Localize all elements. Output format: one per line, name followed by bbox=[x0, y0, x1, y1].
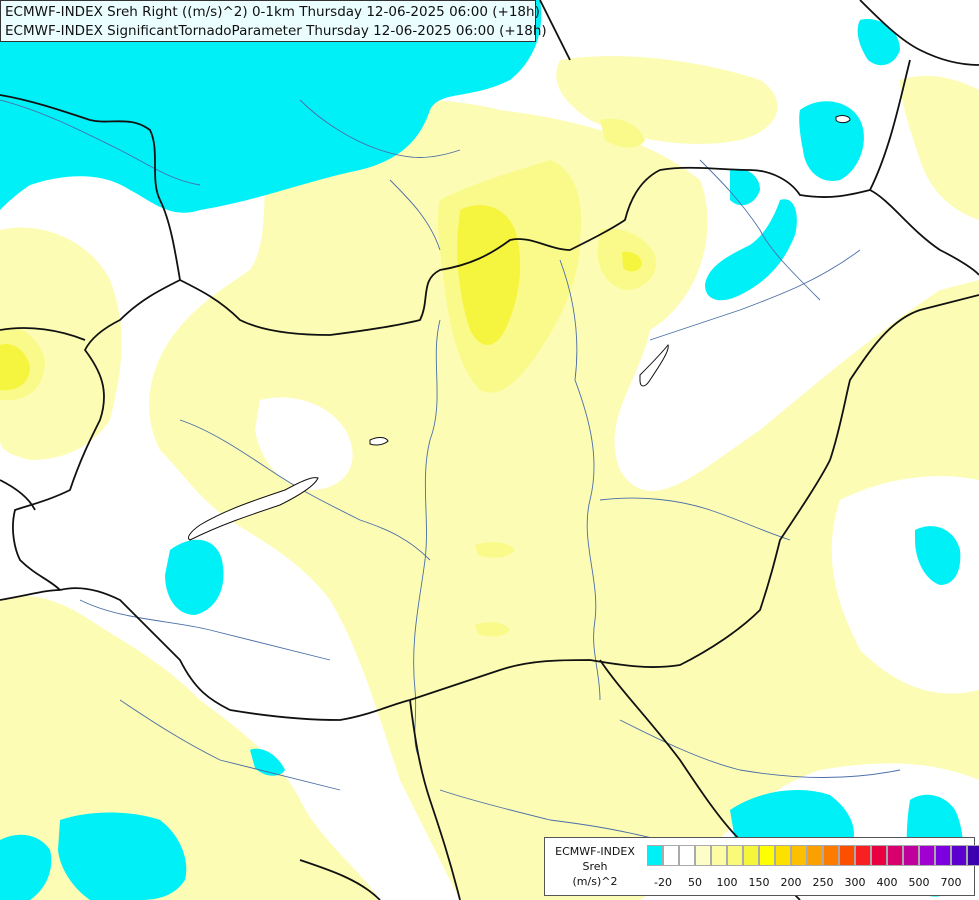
legend-swatch bbox=[711, 845, 727, 866]
legend-tick-label: 150 bbox=[748, 876, 770, 889]
legend-swatch bbox=[743, 845, 759, 866]
color-legend: ECMWF-INDEX Sreh (m/s)^2 -20 50 100 150 200 2… bbox=[544, 837, 979, 896]
legend-tick-label: -20 bbox=[654, 876, 672, 889]
legend-swatch bbox=[839, 845, 855, 866]
legend-swatch bbox=[887, 845, 903, 866]
legend-swatch bbox=[823, 845, 839, 866]
legend-tick-label: 500 bbox=[908, 876, 930, 889]
lakes bbox=[187, 115, 851, 541]
legend-swatch bbox=[967, 845, 979, 866]
title-line-sreh: ECMWF-INDEX Sreh Right ((m/s)^2) 0-1km T… bbox=[5, 4, 540, 20]
legend-swatches bbox=[647, 845, 979, 866]
legend-swatch bbox=[935, 845, 951, 866]
legend-swatch bbox=[695, 845, 711, 866]
sreh-field-strong-yellow bbox=[0, 205, 642, 391]
legend-tick-label: 400 bbox=[876, 876, 898, 889]
legend-swatch bbox=[775, 845, 791, 866]
legend-swatch bbox=[903, 845, 919, 866]
sreh-field-light-yellow bbox=[0, 56, 979, 900]
legend-swatch bbox=[871, 845, 887, 866]
legend-tick-label: 300 bbox=[844, 876, 866, 889]
legend-tick-label: 50 bbox=[688, 876, 702, 889]
map-title-box: ECMWF-INDEX Sreh Right ((m/s)^2) 0-1km T… bbox=[0, 0, 547, 42]
title-line-stp: ECMWF-INDEX SignificantTornadoParameter … bbox=[5, 23, 547, 39]
legend-swatch bbox=[791, 845, 807, 866]
legend-swatch bbox=[919, 845, 935, 866]
legend-swatch bbox=[855, 845, 871, 866]
legend-title-line: (m/s)^2 bbox=[572, 875, 618, 888]
legend-tick-label: 250 bbox=[812, 876, 834, 889]
legend-swatch bbox=[807, 845, 823, 866]
legend-title-line: ECMWF-INDEX bbox=[555, 845, 635, 858]
legend-swatch bbox=[727, 845, 743, 866]
legend-swatch bbox=[663, 845, 679, 866]
legend-swatch bbox=[759, 845, 775, 866]
rivers bbox=[0, 99, 901, 841]
legend-tick-label: 700 bbox=[940, 876, 962, 889]
legend-swatch bbox=[647, 845, 663, 866]
legend-tick-label: 100 bbox=[716, 876, 738, 889]
legend-title: ECMWF-INDEX Sreh (m/s)^2 bbox=[545, 844, 645, 889]
legend-swatch bbox=[679, 845, 695, 866]
legend-title-line: Sreh bbox=[582, 860, 608, 873]
legend-swatch bbox=[951, 845, 967, 866]
legend-tick-label: 200 bbox=[780, 876, 802, 889]
